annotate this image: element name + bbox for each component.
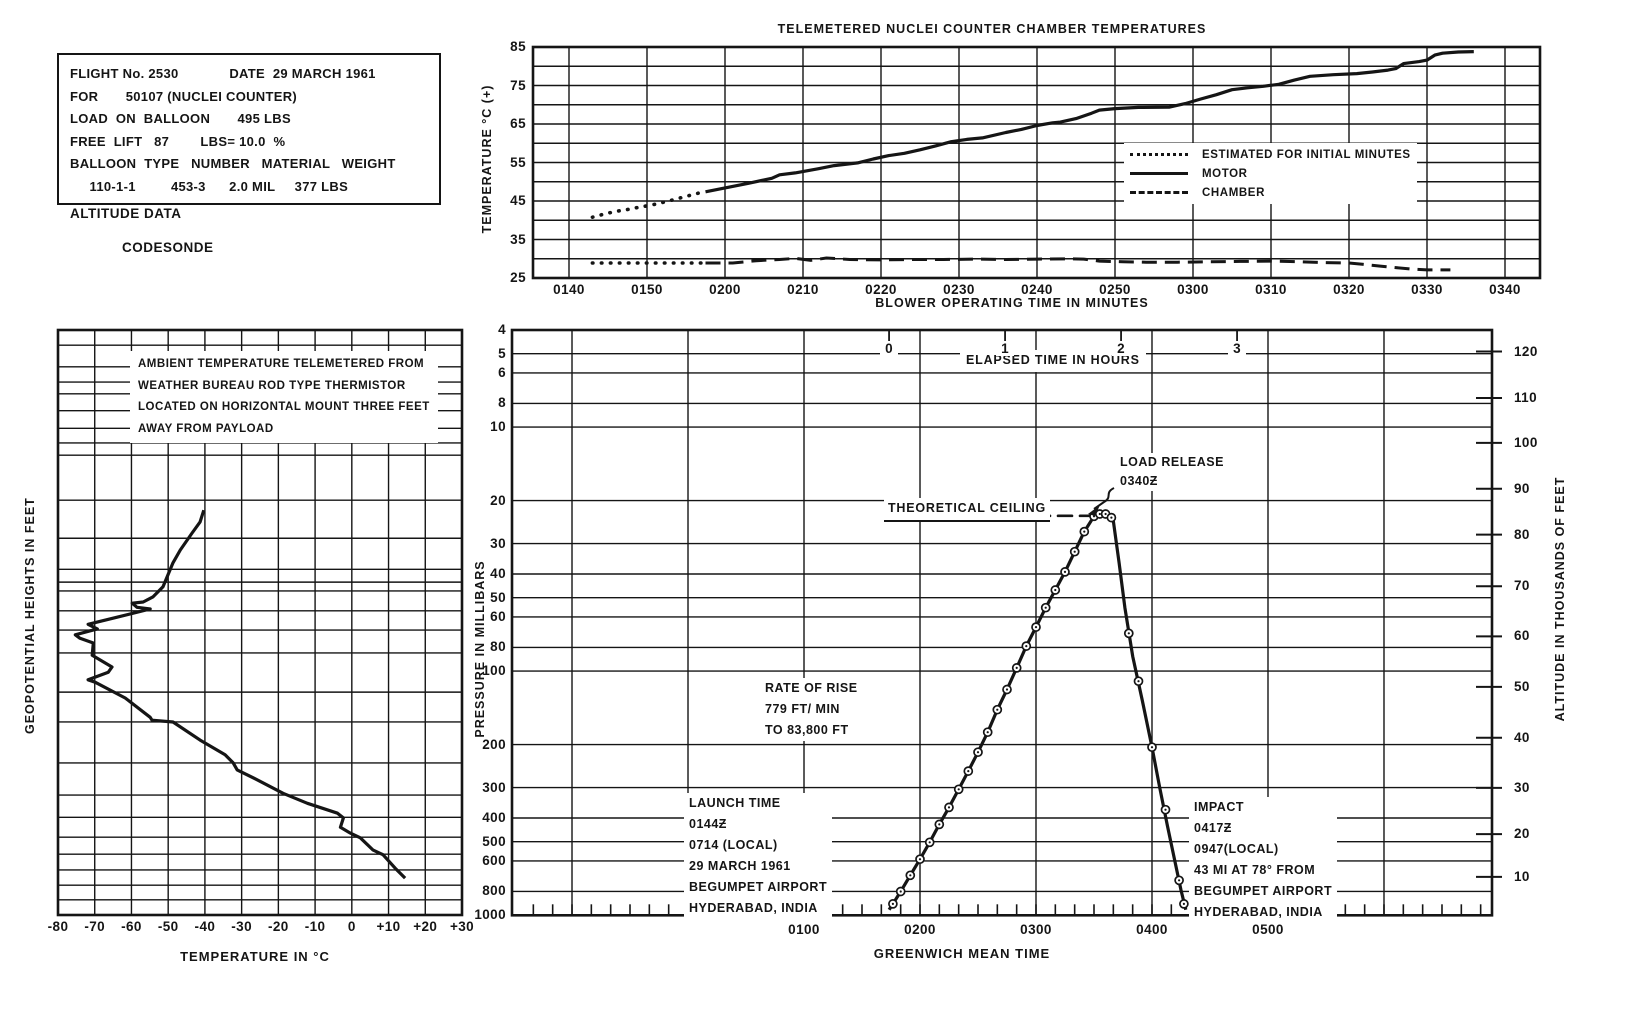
ambient-profile-chart	[56, 328, 464, 917]
flight-profile-chart	[510, 328, 1502, 917]
chamber-temps-chart	[531, 45, 1542, 280]
